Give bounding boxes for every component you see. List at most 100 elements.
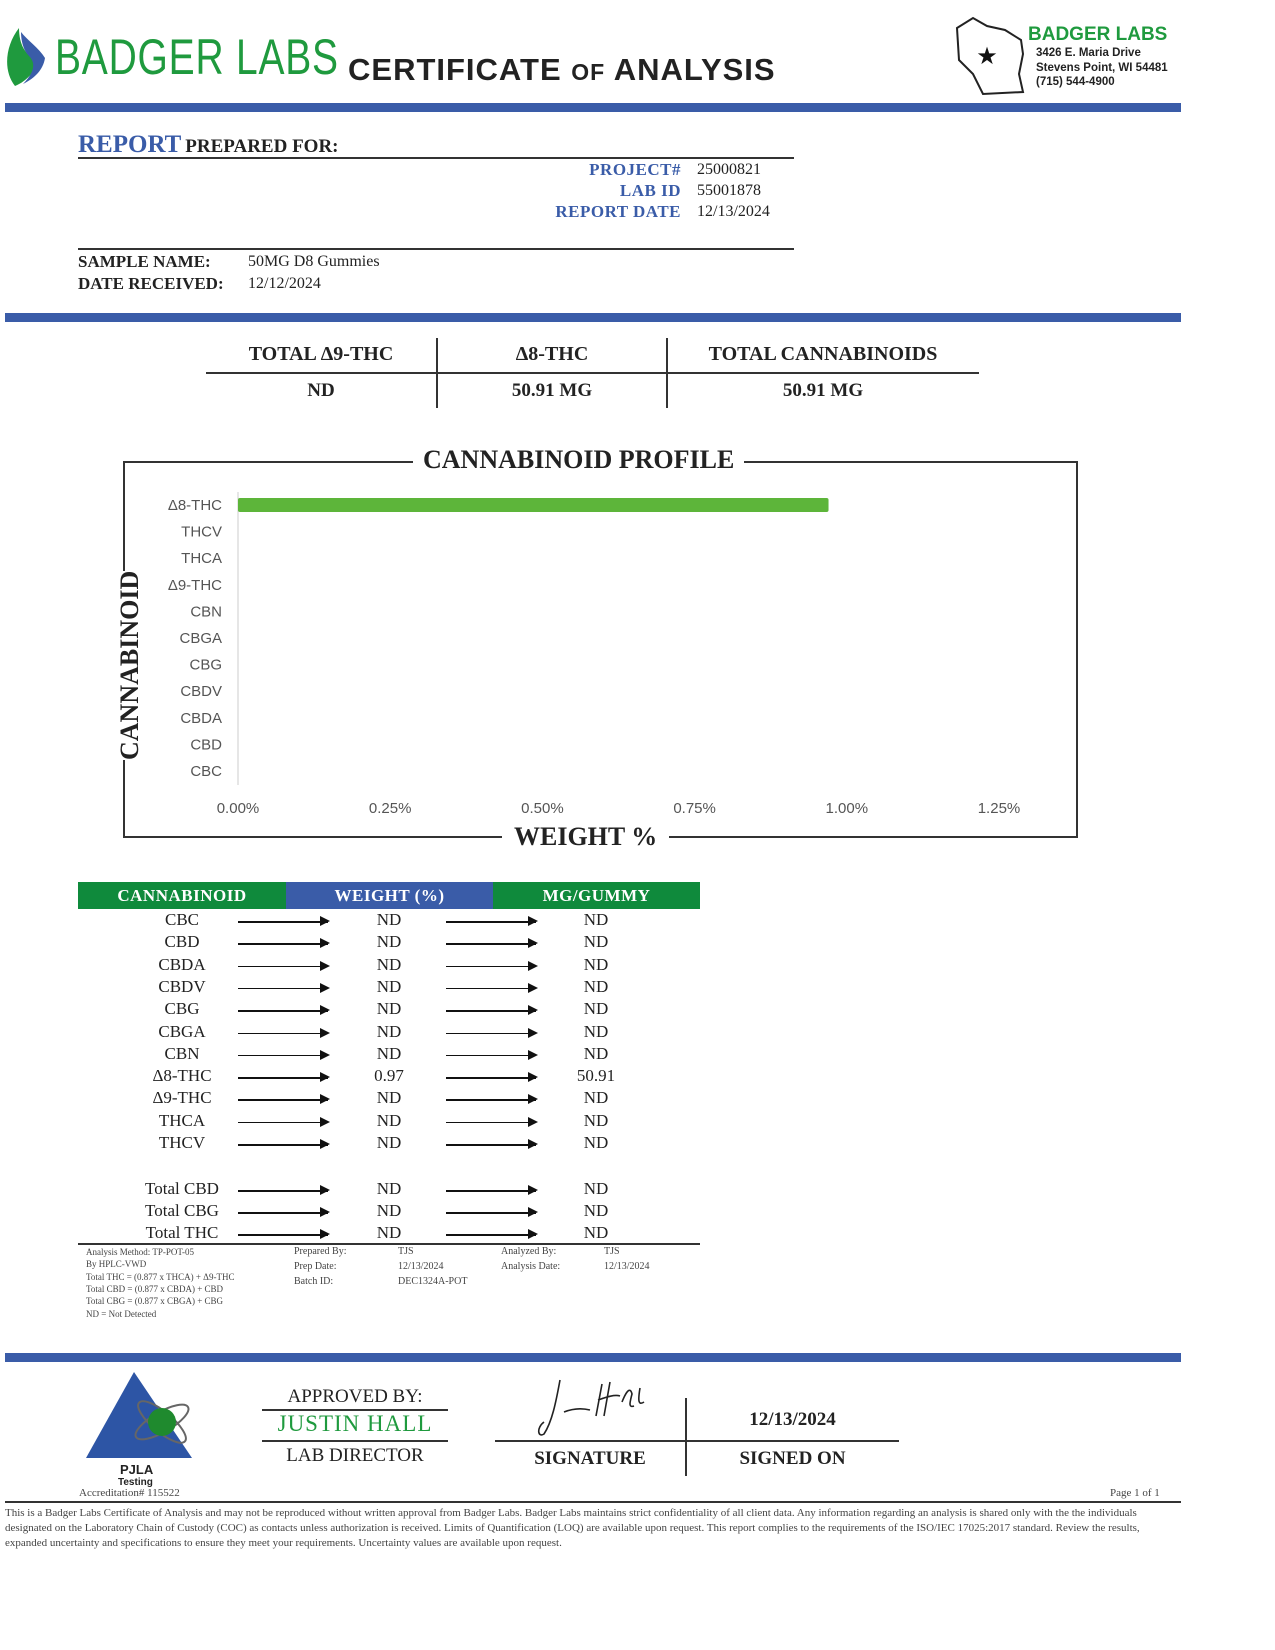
arrow-icon	[446, 1095, 538, 1104]
table-row: CBG ND ND	[78, 999, 700, 1021]
weight-value: ND	[376, 1110, 402, 1130]
weight-value: ND	[376, 999, 402, 1019]
arrow-icon	[238, 1073, 330, 1081]
cannabinoid-name: Total CBD	[145, 1179, 219, 1198]
arrow-icon	[446, 961, 538, 970]
table-row: CBDA ND ND	[78, 955, 700, 977]
y-tick-label: THCA	[181, 550, 222, 567]
table-header-cannabinoid: CANNABINOID	[78, 882, 286, 909]
mg-value: ND	[583, 1021, 609, 1041]
arrow-icon	[446, 1117, 538, 1126]
title-word: CERTIFICATE	[348, 52, 562, 87]
method-note: ND = Not Detected	[86, 1308, 157, 1319]
divider	[262, 1440, 448, 1442]
method-note: By HPLC-VWD	[86, 1259, 147, 1270]
divider	[78, 248, 794, 250]
pjla-label: PJLA	[120, 1462, 154, 1477]
document-title: CERTIFICATE OF ANALYSIS	[348, 52, 776, 88]
y-tick-label: CBN	[190, 603, 222, 620]
cannabinoid-name: CBD	[164, 932, 200, 952]
table-row: Total CBD ND ND	[78, 1179, 700, 1201]
method-note: Total CBD = (0.877 x CBDA) + CBD	[86, 1283, 224, 1294]
chart-title: CANNABINOID PROFILE	[413, 445, 745, 475]
table-row: Total THC ND ND	[78, 1223, 700, 1245]
cannabinoid-name: Δ9-THC	[152, 1088, 212, 1108]
arrow-icon	[446, 1006, 538, 1014]
weight-value: ND	[376, 954, 402, 974]
mg-value: ND	[583, 954, 609, 974]
table-row: Δ9-THC ND ND	[78, 1088, 700, 1110]
analysis-value: 12/13/2024	[604, 1261, 650, 1272]
summary-value: 50.91 MG	[511, 380, 593, 401]
y-tick-label: THCV	[181, 524, 222, 541]
weight-value: ND	[376, 1021, 402, 1041]
date-received: 12/12/2024	[248, 275, 321, 292]
arrow-icon	[446, 1140, 538, 1148]
table-header-mg-gummy: MG/GUMMY	[493, 882, 700, 909]
svg-text:★: ★	[976, 44, 998, 70]
x-tick-label: 1.25%	[978, 800, 1021, 817]
cannabinoid-name: CBN	[164, 1043, 200, 1063]
divider	[666, 338, 668, 408]
arrow-icon	[446, 1208, 538, 1216]
divider	[78, 157, 794, 159]
pjla-logo-icon	[86, 1372, 192, 1458]
analysis-label: Analysis Date:	[501, 1261, 561, 1272]
arrow-icon	[238, 984, 330, 992]
sample-name-label: SAMPLE NAME:	[78, 252, 211, 271]
table-row: CBC ND ND	[78, 910, 700, 932]
mg-value: ND	[583, 1201, 609, 1220]
approved-by-label: APPROVED BY:	[287, 1386, 423, 1407]
prep-value: TJS	[398, 1246, 414, 1257]
weight-value: ND	[376, 1223, 402, 1242]
signed-date: 12/13/2024	[749, 1409, 836, 1430]
arrow-icon	[238, 1186, 330, 1194]
arrow-icon	[238, 961, 330, 970]
prep-value: 12/13/2024	[398, 1261, 444, 1272]
y-tick-label: CBDV	[180, 683, 222, 700]
badger-labs-logo-icon	[7, 28, 45, 86]
divider-bar	[5, 103, 1181, 112]
arrow-icon	[446, 1028, 538, 1037]
mg-value: ND	[583, 1088, 609, 1108]
method-note: Total THC = (0.877 x THCA) + Δ9-THC	[86, 1271, 235, 1282]
prepared-for-label: PREPARED FOR:	[185, 136, 339, 157]
weight-value: ND	[376, 1043, 402, 1063]
arrow-icon	[446, 1051, 538, 1059]
mg-value: ND	[583, 932, 609, 952]
summary-label: TOTAL Δ9-THC	[248, 343, 394, 365]
method-note: Total CBG = (0.877 x CBGA) + CBG	[86, 1296, 224, 1307]
approver-title: LAB DIRECTOR	[286, 1445, 424, 1466]
analysis-label: Analyzed By:	[501, 1246, 557, 1257]
mg-value: ND	[583, 1110, 609, 1130]
x-axis-label: WEIGHT %	[502, 822, 670, 852]
arrow-icon	[238, 1028, 330, 1037]
summary-label: TOTAL CANNABINOIDS	[708, 343, 938, 365]
mg-value: ND	[583, 976, 609, 996]
table-row: THCV ND ND	[78, 1133, 700, 1155]
weight-value: ND	[376, 1133, 402, 1152]
title-word: OF	[571, 59, 606, 85]
summary-value: ND	[307, 380, 335, 401]
phone-number: (715) 544-4900	[1036, 76, 1115, 88]
y-tick-label: CBD	[190, 736, 222, 753]
cannabinoid-name: CBC	[164, 910, 200, 929]
divider	[685, 1398, 687, 1476]
x-tick-label: 1.00%	[826, 800, 869, 817]
field-label: LAB ID	[619, 181, 681, 200]
method-note: Analysis Method: TP-POT-05	[86, 1247, 195, 1257]
cannabinoid-profile-chart: Δ8-THC THCV THCA Δ9-THC CBN CBGA CBG CBDV CBDA CB…	[168, 492, 1021, 817]
y-tick-label: CBC	[190, 763, 222, 780]
prep-label: Prepared By:	[294, 1246, 347, 1257]
y-tick-label: Δ8-THC	[168, 497, 222, 514]
divider	[78, 1243, 700, 1245]
y-tick-label: CBGA	[179, 630, 222, 647]
mg-value: ND	[583, 999, 609, 1019]
divider	[206, 372, 979, 374]
accreditation-number: Accreditation# 115522	[79, 1487, 180, 1499]
mg-value: 50.91	[576, 1066, 616, 1086]
cannabinoid-name: CBDA	[158, 954, 206, 974]
weight-value: ND	[376, 932, 402, 952]
report-prepared-for: REPORT PREPARED FOR:	[78, 131, 339, 159]
